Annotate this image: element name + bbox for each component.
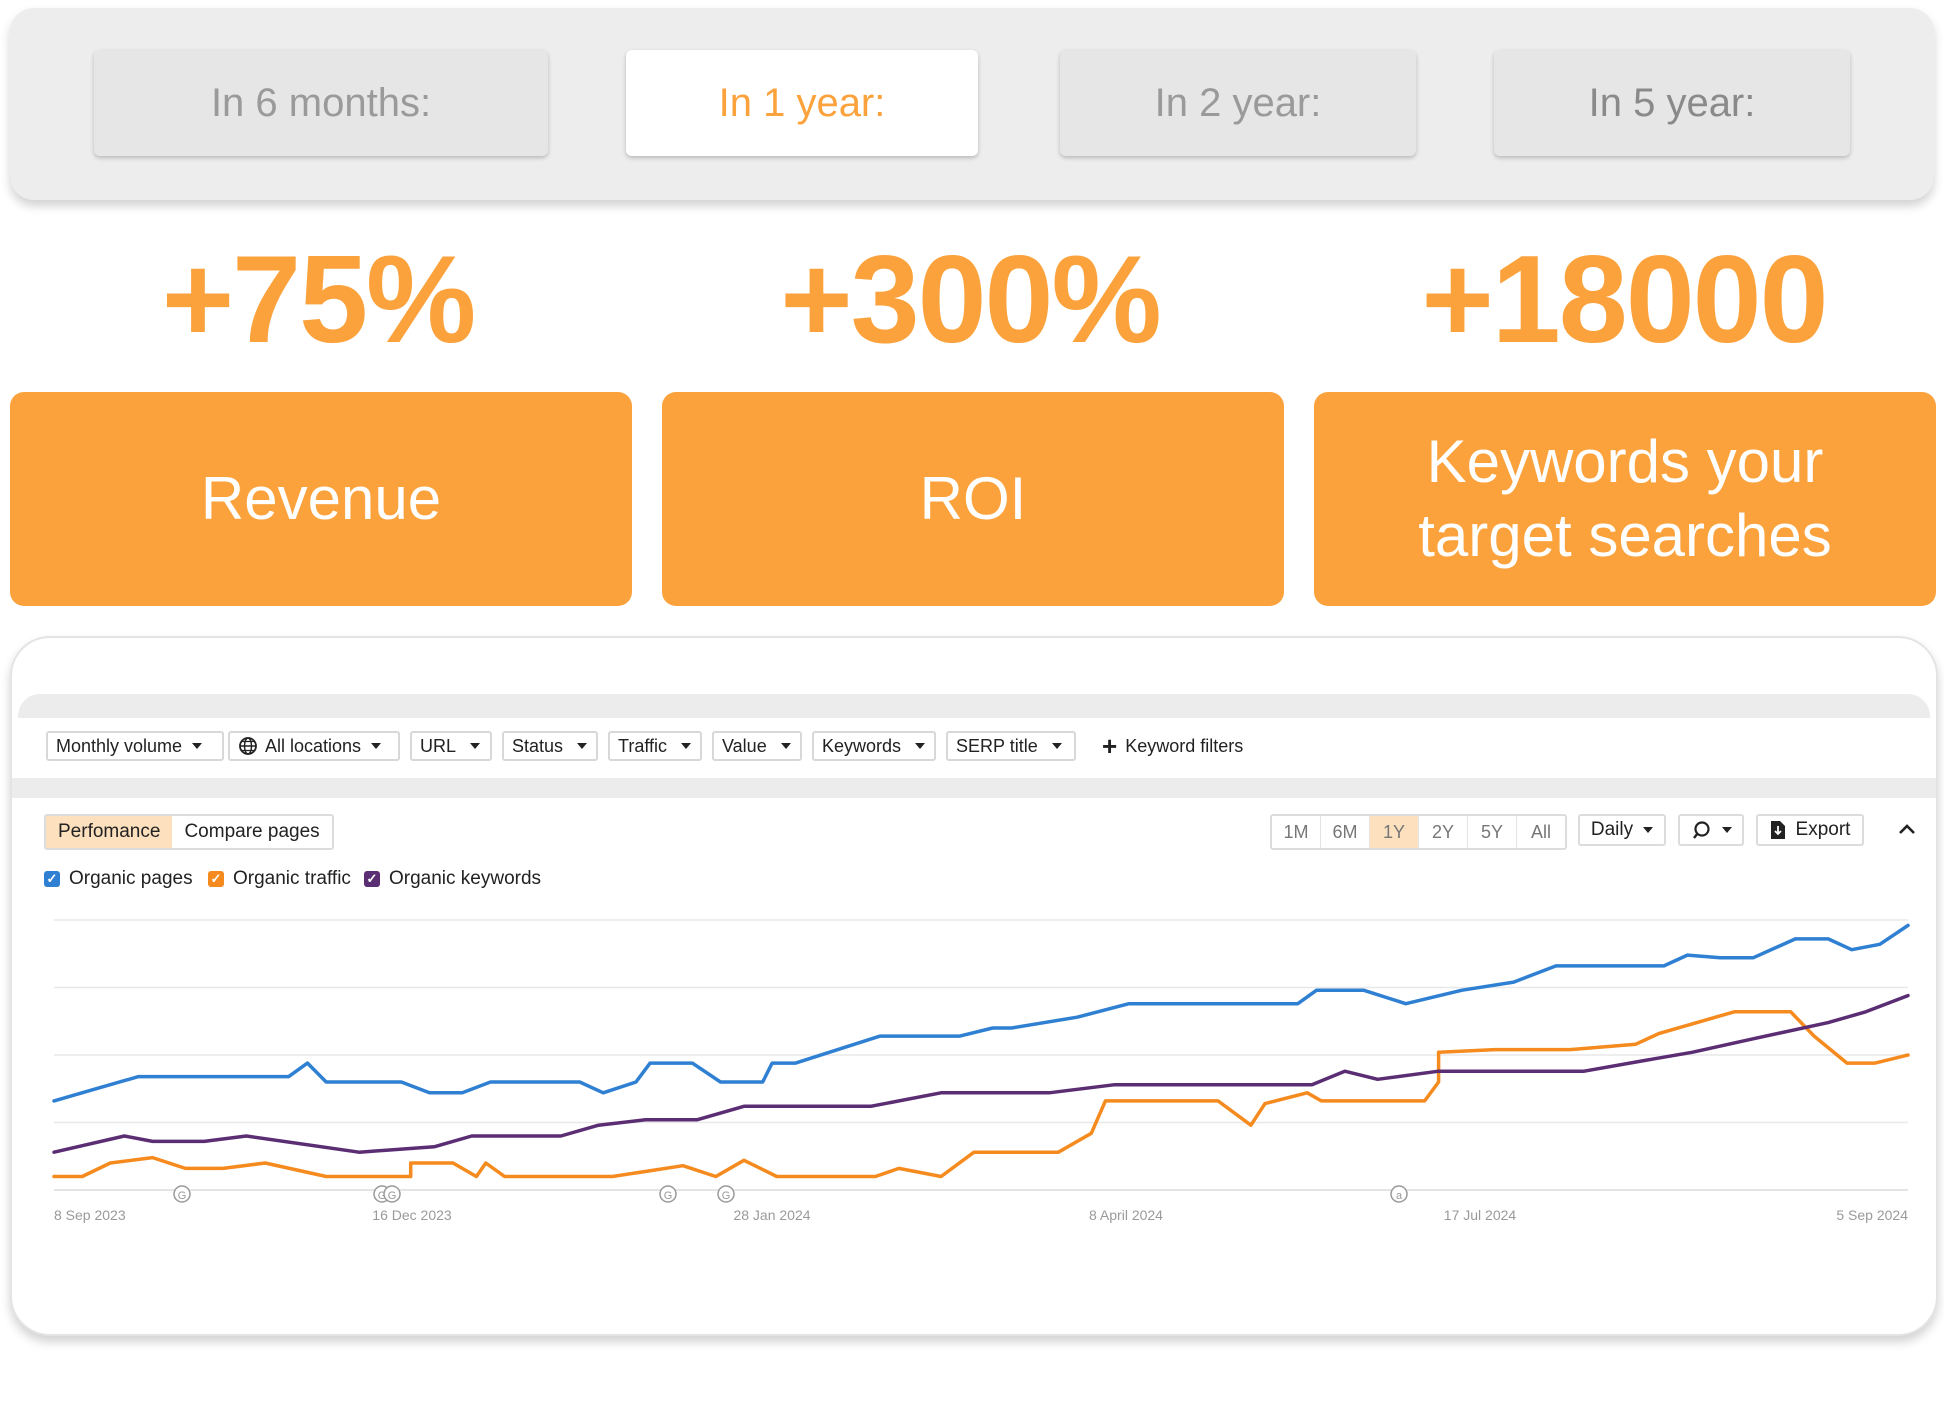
range-6m[interactable]: 6M <box>1321 816 1370 848</box>
filter-label: URL <box>420 735 457 756</box>
annotation-glyph: G <box>388 1190 397 1202</box>
caret-down-icon <box>1051 743 1062 749</box>
annotations-dropdown[interactable] <box>1678 814 1744 846</box>
export-label: Export <box>1795 819 1851 840</box>
revenue-card: Revenue <box>10 392 632 606</box>
range-5y[interactable]: 5Y <box>1468 816 1517 848</box>
tab-6-months[interactable]: In 6 months: <box>94 50 548 156</box>
status-filter[interactable]: Status <box>502 731 598 761</box>
checkbox-checked-icon: ✓ <box>364 871 380 887</box>
chevron-up-icon[interactable] <box>1898 822 1916 836</box>
filter-label: Traffic <box>618 735 668 756</box>
x-tick-label: 17 Jul 2024 <box>1444 1207 1517 1223</box>
legend-label: Organic pages <box>69 868 193 889</box>
tab-1-year[interactable]: In 1 year: <box>626 50 978 156</box>
value-filter[interactable]: Value <box>712 731 802 761</box>
caret-down-icon <box>577 743 588 749</box>
url-filter[interactable]: URL <box>410 731 492 761</box>
interval-select[interactable]: Daily <box>1578 814 1666 846</box>
filter-label: All locations <box>265 735 362 756</box>
checkbox-checked-icon: ✓ <box>44 871 60 887</box>
globe-icon <box>239 737 257 755</box>
caret-down-icon <box>192 743 203 749</box>
caret-down-icon <box>470 743 481 749</box>
legend-organic-traffic[interactable]: ✓ Organic traffic <box>208 868 351 890</box>
tab-compare-pages[interactable]: Compare pages <box>184 821 320 842</box>
keywords-stat-value: +18000 <box>1421 231 1828 369</box>
tab-5-year[interactable]: In 5 year: <box>1494 50 1850 156</box>
export-icon <box>1770 821 1785 839</box>
revenue-card-label: Revenue <box>200 465 442 532</box>
filter-separator <box>12 778 1936 798</box>
series-line-organic-keywords <box>52 993 1910 1154</box>
filter-label: Value <box>722 735 767 756</box>
range-selector: 1M 6M 1Y 2Y 5Y All <box>1270 814 1567 850</box>
range-1y[interactable]: 1Y <box>1370 816 1419 848</box>
all-locations-filter[interactable]: All locations <box>228 731 400 761</box>
x-tick-label: 8 April 2024 <box>1089 1207 1163 1223</box>
serp-title-filter[interactable]: SERP title <box>946 731 1076 761</box>
interval-label: Daily <box>1590 819 1634 840</box>
comment-icon <box>1693 821 1710 839</box>
tab-2-year[interactable]: In 2 year: <box>1060 50 1416 156</box>
keywords-card: Keywords your target searches <box>1314 392 1936 606</box>
caret-down-icon <box>681 743 692 749</box>
annotation-glyph: a <box>1396 1190 1403 1202</box>
roi-stat-value: +300% <box>780 231 1162 369</box>
x-tick-label: 8 Sep 2023 <box>54 1207 126 1223</box>
filter-label: Status <box>512 735 564 756</box>
x-tick-label: 28 Jan 2024 <box>733 1207 810 1223</box>
performance-chart: 8 Sep 2023 16 Dec 2023 28 Jan 2024 8 April … <box>52 919 1910 1223</box>
tab-performance[interactable]: Perfomance <box>46 816 173 848</box>
series-line-organic-pages <box>52 923 1910 1103</box>
annotation-glyph: G <box>178 1190 187 1202</box>
performance-dashboard: Monthly volume All locations URL Status … <box>10 636 1938 1336</box>
annotation-marker-icon <box>717 1185 735 1203</box>
keyword-filters-button[interactable]: + Keyword filters <box>1102 731 1243 761</box>
annotation-glyph: G <box>722 1190 731 1202</box>
period-tabs-panel: In 6 months: In 1 year: In 2 year: In 5 … <box>10 8 1934 200</box>
annotation-marker-icon <box>1390 1185 1408 1203</box>
legend-organic-pages[interactable]: ✓ Organic pages <box>44 868 193 890</box>
checkbox-checked-icon: ✓ <box>208 871 224 887</box>
revenue-stat-value: +75% <box>161 231 477 369</box>
annotation-glyph: G <box>664 1190 673 1202</box>
caret-down-icon <box>1722 827 1732 833</box>
roi-card: ROI <box>662 392 1284 606</box>
traffic-filter[interactable]: Traffic <box>608 731 702 761</box>
annotation-glyph: G <box>378 1190 387 1202</box>
series-line-organic-traffic <box>52 1010 1910 1179</box>
caret-down-icon <box>915 743 926 749</box>
caret-down-icon <box>1643 827 1654 833</box>
annotation-marker-icon <box>173 1185 191 1203</box>
x-tick-label: 16 Dec 2023 <box>372 1207 452 1223</box>
range-all[interactable]: All <box>1530 821 1551 842</box>
keywords-filter[interactable]: Keywords <box>812 731 936 761</box>
legend-label: Organic traffic <box>233 868 351 889</box>
monthly-volume-filter[interactable]: Monthly volume <box>46 731 224 761</box>
annotation-marker-icon <box>659 1185 677 1203</box>
legend-organic-keywords[interactable]: ✓ Organic keywords <box>364 868 541 890</box>
range-1m[interactable]: 1M <box>1272 816 1321 848</box>
annotation-marker-icon <box>383 1185 401 1203</box>
filter-label: Monthly volume <box>56 735 183 756</box>
plus-icon: + <box>1102 731 1118 761</box>
caret-down-icon <box>780 743 791 749</box>
export-button[interactable]: Export <box>1756 814 1864 846</box>
view-tabs: Perfomance Compare pages <box>44 814 334 850</box>
keyword-filters-label: Keyword filters <box>1125 735 1244 756</box>
filter-label: SERP title <box>956 735 1038 756</box>
range-2y[interactable]: 2Y <box>1419 816 1468 848</box>
legend-label: Organic keywords <box>389 868 542 889</box>
keywords-card-label: Keywords your target searches <box>1418 428 1832 569</box>
filter-label: Keywords <box>822 735 902 756</box>
roi-card-label: ROI <box>919 465 1027 532</box>
dashboard-top-strip <box>18 694 1930 718</box>
caret-down-icon <box>371 743 382 749</box>
x-tick-label: 5 Sep 2024 <box>1836 1207 1908 1223</box>
